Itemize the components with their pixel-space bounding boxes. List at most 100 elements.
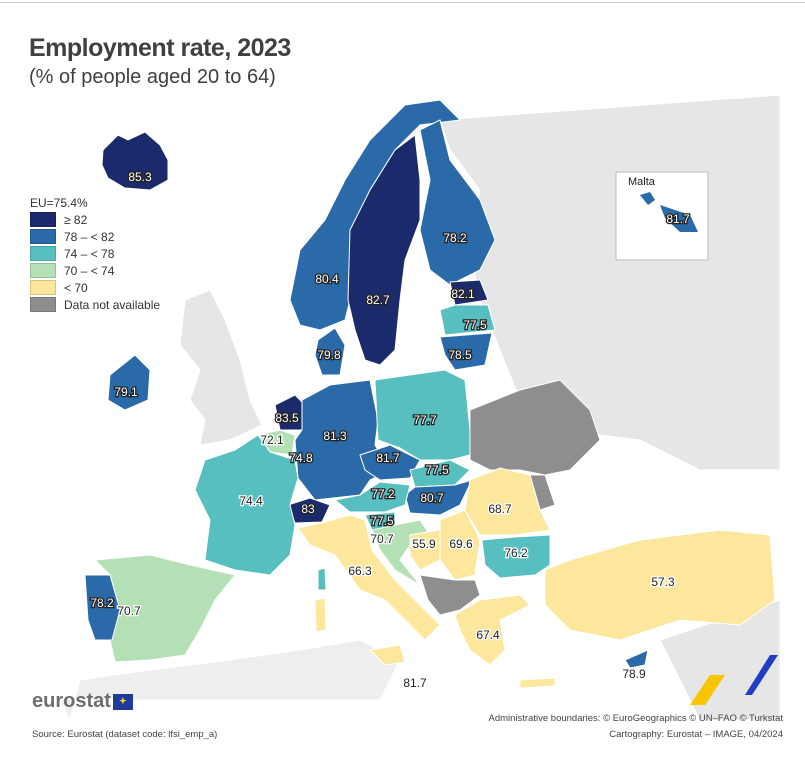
label-cyprus: 78.9 <box>622 667 646 681</box>
boundaries-note: Administrative boundaries: © EuroGeograp… <box>488 713 783 724</box>
label-slovakia: 77.5 <box>425 463 449 477</box>
region-romania <box>464 467 551 536</box>
map-title: Employment rate, 2023 <box>29 34 291 62</box>
eu-flag-icon: ✦ <box>112 693 133 710</box>
region-norway <box>289 99 462 331</box>
label-sweden: 82.7 <box>366 293 390 307</box>
legend-item: Data not available <box>30 296 160 313</box>
legend-item: 78 – < 82 <box>30 228 160 245</box>
legend-eu-average: EU=75.4% <box>30 195 88 210</box>
map-subtitle: (% of people aged 20 to 64) <box>29 66 276 88</box>
legend-item: 74 – < 78 <box>30 245 160 262</box>
label-romania: 68.7 <box>488 502 512 516</box>
label-malta: 81.7 <box>403 676 427 690</box>
legend-swatch <box>30 229 56 244</box>
legend: EU=75.4% ≥ 82 78 – < 82 74 – < 78 70 – <… <box>30 194 160 313</box>
label-poland: 77.7 <box>413 413 437 427</box>
label-slovenia: 77.5 <box>370 514 394 528</box>
region-malta-inset <box>640 192 698 232</box>
africa-land <box>59 639 401 722</box>
region-latvia <box>439 304 496 336</box>
decorative-stripes <box>690 675 725 705</box>
label-iceland: 85.3 <box>128 170 152 184</box>
label-hungary: 80.7 <box>420 491 444 505</box>
label-serbia: 69.6 <box>449 537 473 551</box>
region-sardinia <box>314 597 327 633</box>
uk-land <box>179 289 263 446</box>
legend-swatch <box>30 297 56 312</box>
decorative-stripes-blue <box>745 655 778 695</box>
logo-text: eurostat <box>32 690 111 712</box>
label-ireland: 79.1 <box>114 385 138 399</box>
region-austria <box>333 481 411 513</box>
region-turkey <box>544 529 776 641</box>
legend-label: ≥ 82 <box>64 212 88 227</box>
legend-item: ≥ 82 <box>30 211 160 228</box>
region-cyprus <box>624 649 649 669</box>
source-note: Source: Eurostat (dataset code: lfsi_emp… <box>32 729 218 740</box>
legend-label: 78 – < 82 <box>64 229 115 244</box>
region-ukraine-na <box>469 379 601 476</box>
legend-label: Data not available <box>64 297 161 312</box>
inset-title: Malta <box>628 176 655 188</box>
label-norway: 80.4 <box>315 272 339 286</box>
label-denmark: 79.8 <box>317 348 341 362</box>
label-turkey: 57.3 <box>651 575 675 589</box>
region-hungary <box>404 479 473 516</box>
region-sweden <box>347 134 421 366</box>
label-austria: 77.2 <box>371 487 395 501</box>
label-malta-inset: 81.7 <box>666 212 690 226</box>
region-denmark <box>314 327 346 376</box>
legend-swatch <box>30 280 56 295</box>
region-czechia <box>359 444 421 481</box>
label-croatia: 70.7 <box>370 532 394 546</box>
label-italy: 66.3 <box>348 564 372 578</box>
region-crete <box>519 677 556 689</box>
legend-label: 74 – < 78 <box>64 246 115 261</box>
label-switzerland: 83 <box>301 502 315 516</box>
cartography-note: Cartography: Eurostat – IMAGE, 04/2024 <box>609 729 783 740</box>
label-luxembourg: 74.8 <box>289 451 313 465</box>
legend-swatch <box>30 212 56 227</box>
label-latvia: 77.5 <box>463 318 487 332</box>
region-bosnia <box>409 529 441 571</box>
eurostat-logo: eurostat ✦ <box>32 690 133 713</box>
region-ireland <box>107 354 151 411</box>
label-belgium: 72.1 <box>260 433 284 447</box>
legend-item: 70 – < 74 <box>30 262 160 279</box>
region-estonia <box>449 279 489 306</box>
legend-item: < 70 <box>30 279 160 296</box>
legend-swatch <box>30 263 56 278</box>
region-western-balkans-na <box>419 574 481 616</box>
value-labels: 85.3 80.4 82.7 78.2 82.1 77.5 78.5 79.8 … <box>89 169 691 692</box>
malta-inset <box>615 171 709 261</box>
legend-label: 70 – < 74 <box>64 263 115 278</box>
label-estonia: 82.1 <box>451 287 475 301</box>
region-corsica <box>317 567 327 591</box>
label-finland: 78.2 <box>443 231 467 245</box>
region-greece <box>454 594 531 666</box>
label-netherlands: 83.5 <box>275 411 299 425</box>
label-spain: 70.7 <box>117 604 141 618</box>
region-italy <box>297 514 441 641</box>
region-sicily <box>368 644 406 666</box>
legend-label: < 70 <box>64 280 88 295</box>
region-lithuania <box>439 332 493 371</box>
region-bulgaria <box>481 534 551 579</box>
label-bosnia: 55.9 <box>412 537 436 551</box>
label-lithuania: 78.5 <box>448 348 472 362</box>
label-france: 74.4 <box>239 494 263 508</box>
region-france <box>194 434 299 576</box>
label-bulgaria: 76.2 <box>504 546 528 560</box>
label-greece: 67.4 <box>476 628 500 642</box>
region-iceland <box>101 131 169 191</box>
region-finland <box>419 119 496 286</box>
top-divider <box>0 2 805 3</box>
region-poland <box>374 369 471 461</box>
legend-swatch <box>30 246 56 261</box>
label-germany: 81.3 <box>323 429 347 443</box>
region-slovakia <box>409 459 471 488</box>
label-portugal: 78.2 <box>90 596 114 610</box>
